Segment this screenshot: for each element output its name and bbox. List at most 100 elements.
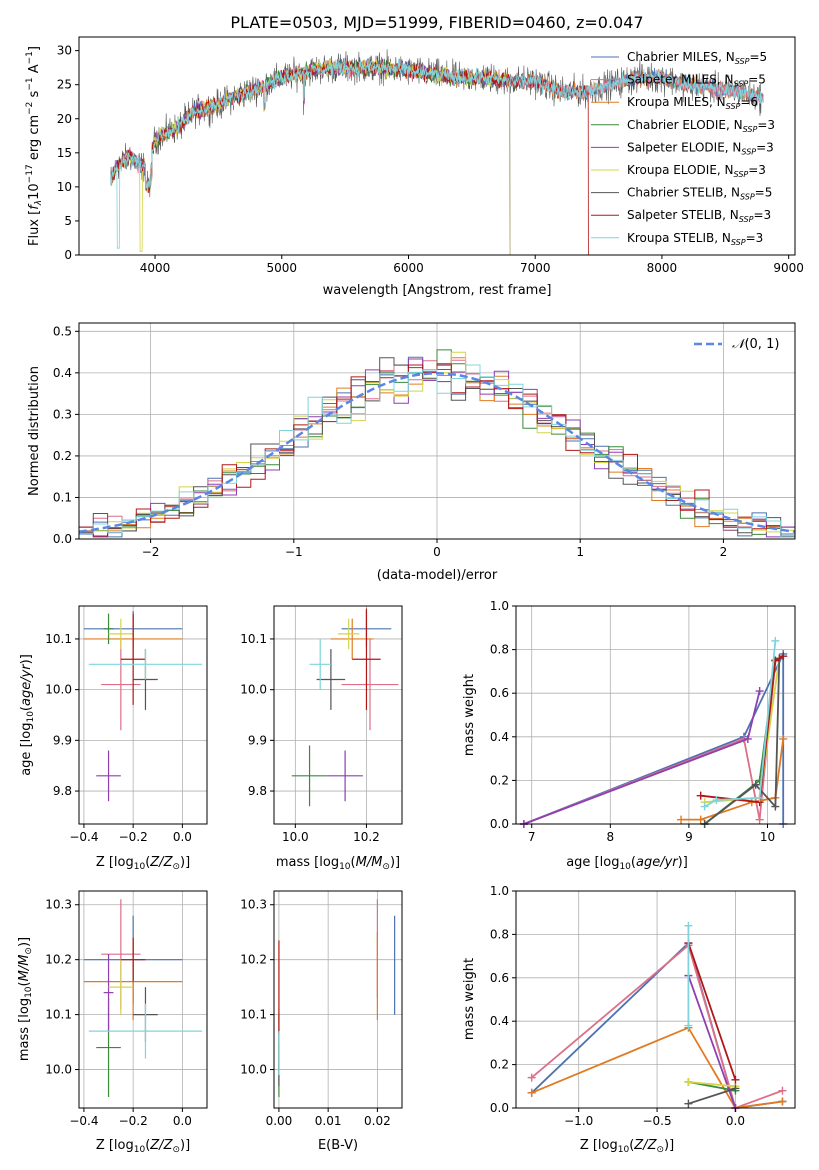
- weight-point: [755, 815, 764, 824]
- x-tick-label: 7000: [520, 261, 551, 275]
- x-tick-label: 2: [720, 545, 728, 559]
- x-tick-label: 0.02: [364, 1114, 391, 1128]
- y-tick-label: 25: [57, 78, 72, 92]
- weight-point: [771, 636, 780, 645]
- spectrum-line-kroupa-stelib: [110, 59, 764, 249]
- histogram-salpeter-stelib: [79, 363, 795, 538]
- weight-point: [684, 1099, 693, 1108]
- weight-point: [527, 1073, 536, 1082]
- x-tick-label: 9000: [773, 261, 804, 275]
- y-tick-label: 15: [57, 146, 72, 160]
- weight-point: [712, 796, 721, 805]
- y-tick-label: 0.2: [490, 773, 509, 787]
- weight-point: [696, 815, 705, 824]
- y-tick-label: 10.3: [240, 898, 267, 912]
- marks: [527, 921, 787, 1112]
- x-tick-label: 1: [576, 545, 584, 559]
- weight-point: [778, 1086, 787, 1095]
- axes-frame: [515, 890, 796, 1109]
- x-tick-label: 4000: [140, 261, 171, 275]
- spectrum-ticks: 4000 5000 6000 7000 8000 9000 0 5 10 15 20 25 30: [57, 44, 804, 275]
- spectrum-ylabel: Flux [fλ10−17 erg cm−2 s−1 A−1]: [25, 46, 44, 246]
- normal-curve: [78, 372, 796, 533]
- x-tick-label: −0.2: [119, 830, 148, 844]
- y-tick-label: 10.1: [45, 1008, 72, 1022]
- x-tick-label: 0.00: [266, 1114, 293, 1128]
- weight-line: [704, 640, 777, 808]
- spectrum-panel: 4000 5000 6000 7000 8000 9000 0 5 10 15 20 25 30 wav…: [25, 36, 804, 298]
- spectrum-line-chabrier-elodie: [110, 58, 511, 256]
- x-tick-label: −0.4: [69, 1114, 98, 1128]
- age-axis-label-right: age [log10(age/yr)]: [566, 855, 688, 872]
- y-tick-label: 0.0: [490, 817, 509, 831]
- y-tick-label: 0.4: [490, 1014, 509, 1028]
- weight-point: [755, 687, 764, 696]
- axes-frame: [515, 605, 796, 825]
- x-tick-label: 10: [760, 830, 775, 844]
- residual-ylabel: Normed distribution: [27, 366, 42, 496]
- weight-line: [531, 1026, 783, 1109]
- weight-line: [688, 1087, 736, 1105]
- y-tick-label: 10.1: [240, 632, 267, 646]
- x-tick-label: 9: [685, 830, 693, 844]
- weight-point: [684, 1021, 693, 1030]
- y-tick-label: 5: [64, 214, 72, 228]
- weight-point: [751, 780, 760, 789]
- weight-axis-label-bottom: mass weight: [462, 958, 477, 1040]
- marks: [278, 899, 396, 1098]
- grid: [274, 891, 402, 1108]
- marks: [519, 636, 788, 828]
- x-tick-label: 0.0: [726, 1114, 745, 1128]
- y-tick-label: 0.2: [53, 449, 72, 463]
- y-tick-label: 0.6: [490, 686, 509, 700]
- weight-line: [688, 1081, 736, 1088]
- weight-point: [743, 734, 752, 743]
- histogram-kroupa-stelib: [79, 364, 795, 538]
- weight-point: [731, 1075, 740, 1084]
- y-tick-label: 0.8: [490, 643, 509, 657]
- metallicity-axis-label-top: Z [log10(Z/Z⊙)]: [96, 855, 190, 872]
- weight-line: [687, 942, 737, 1081]
- residual-legend: 𝒩(0, 1): [694, 337, 779, 352]
- legend-label: Chabrier MILES, NSSP=5: [627, 50, 767, 66]
- mass-vs-metallicity-panel: −0.4 −0.2 0.0 10.0 10.1 10.2 10.3: [45, 890, 208, 1128]
- weight-point: [731, 1084, 740, 1093]
- grid: [516, 890, 795, 1109]
- weight-vs-age-panel: 7 8 9 10 0.0 0.2 0.4 0.6 0.8 1.0: [490, 599, 796, 844]
- weight-point: [778, 1097, 787, 1106]
- legend-label: Salpeter ELODIE, NSSP=3: [627, 140, 774, 156]
- marks: [83, 611, 203, 802]
- weight-point: [677, 815, 686, 824]
- x-tick-label: 8000: [647, 261, 678, 275]
- y-tick-label: 10.2: [240, 953, 267, 967]
- residual-xlabel: (data-model)/error: [377, 568, 498, 583]
- y-tick-label: 10.1: [240, 1008, 267, 1022]
- y-tick-label: 10.2: [45, 953, 72, 967]
- legend-label: Kroupa ELODIE, NSSP=3: [627, 163, 766, 179]
- age-vs-mass-panel: 10.0 10.2 9.8 9.9 10.0 10.1: [240, 605, 403, 844]
- metallicity-axis-label-right: Z [log10(Z/Z⊙)]: [580, 1138, 674, 1155]
- y-tick-label: 9.9: [53, 733, 72, 747]
- y-tick-label: 0.5: [53, 324, 72, 338]
- axes-frame: [273, 890, 403, 1109]
- x-tick-label: 0.0: [173, 830, 192, 844]
- y-tick-label: 9.9: [248, 733, 267, 747]
- weight-point: [684, 1077, 693, 1086]
- y-tick-label: 0.2: [490, 1058, 509, 1072]
- axes-frame: [78, 890, 208, 1109]
- age-vs-metallicity-panel: −0.4 −0.2 0.0 9.8 9.9 10.0 10.1: [45, 605, 208, 844]
- axes-frame: [78, 605, 208, 825]
- y-tick-label: 0.0: [53, 532, 72, 546]
- spectrum-xlabel: wavelength [Angstrom, rest frame]: [323, 283, 552, 298]
- weight-point: [779, 734, 788, 743]
- y-tick-label: 0.4: [490, 730, 509, 744]
- y-tick-label: 0.1: [53, 490, 72, 504]
- x-tick-label: 0: [433, 545, 441, 559]
- y-tick-label: 9.8: [248, 784, 267, 798]
- legend-label: Salpeter MILES, NSSP=5: [627, 73, 766, 89]
- weight-point: [684, 921, 693, 930]
- legend-label: Kroupa STELIB, NSSP=3: [627, 231, 763, 247]
- y-tick-label: 0.3: [53, 407, 72, 421]
- legend-label: Chabrier ELODIE, NSSP=3: [627, 118, 775, 134]
- x-tick-label: 10.2: [353, 830, 380, 844]
